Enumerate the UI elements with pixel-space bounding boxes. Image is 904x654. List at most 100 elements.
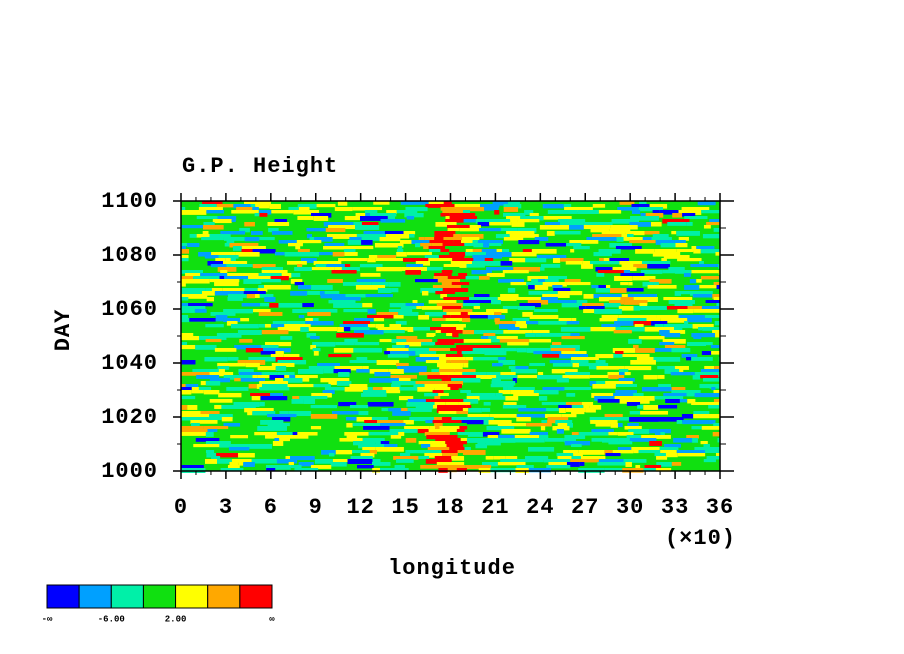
field-patch [563,204,572,208]
field-patch [284,375,290,379]
field-patch [656,462,672,467]
field-patch [624,372,631,376]
field-patch [629,240,656,244]
x-tick-label: 6 [264,495,278,520]
field-patch [479,396,506,400]
field-patch [653,282,659,286]
field-patch [429,240,454,244]
field-patch [204,459,218,464]
field-patch [618,369,629,374]
field-patch [276,432,293,436]
field-patch [440,249,450,254]
field-patch [578,306,586,310]
field-patch [489,222,512,226]
field-patch [515,324,527,329]
field-patch [300,327,309,332]
field-patch [181,417,209,421]
field-patch [313,384,331,388]
field-patch [349,237,362,242]
field-patch [418,372,440,376]
field-patch [676,249,694,253]
field-patch [222,261,231,265]
field-patch [302,378,310,382]
field-patch [663,255,690,259]
field-patch [637,405,644,409]
field-patch [450,360,469,364]
field-patch [572,363,579,368]
field-patch [571,318,577,323]
field-patch [448,393,467,397]
field-patch [346,423,353,428]
field-patch [583,294,594,299]
field-patch [577,210,599,215]
field-patch [216,453,238,458]
field-patch [477,240,503,245]
field-patch [449,432,458,436]
field-patch [463,399,479,404]
field-patch [496,375,518,380]
field-patch [445,318,463,322]
field-patch [217,267,237,272]
field-patch [284,324,311,329]
field-patch [270,354,284,358]
field-patch [540,264,561,268]
field-patch [353,441,376,446]
field-patch [383,330,405,334]
field-patch [346,435,358,440]
field-patch [701,306,720,310]
field-patch [332,252,345,257]
field-patch [192,369,219,374]
field-patch [472,261,501,266]
field-patch [363,426,390,430]
field-patch [384,231,404,235]
field-patch [239,228,250,233]
field-patch [181,411,201,415]
field-patch [202,201,223,206]
field-patch [441,450,458,454]
field-patch [217,216,237,221]
x-multiplier: (×10) [665,526,736,551]
field-patch [321,450,336,455]
field-patch [434,336,452,341]
field-patch [498,435,515,439]
field-patch [238,462,244,466]
field-patch [380,468,409,472]
field-patch [506,216,521,220]
field-patch [435,222,457,227]
field-patch [240,318,250,322]
field-patch [481,249,497,254]
field-patch [703,225,711,229]
field-patch [516,417,531,422]
field-patch [633,306,641,311]
field-patch [199,204,217,208]
field-patch [328,300,356,304]
field-patch [284,252,315,257]
field-patch [339,324,368,328]
field-patch [453,435,458,440]
field-patch [446,312,461,317]
field-patch [206,297,215,302]
colorbar-label: -∞ [42,614,53,624]
field-patch [396,342,422,347]
field-patch [653,357,681,362]
field-patch [417,387,435,392]
field-patch [446,225,470,230]
field-patch [696,279,702,283]
field-patch [661,333,681,338]
field-patch [297,369,324,374]
field-patch [537,372,544,377]
field-patch [708,405,720,409]
field-patch [451,282,470,286]
field-patch [673,438,693,443]
field-patch [367,387,373,392]
field-patch [654,396,684,400]
field-patch [525,333,536,338]
field-patch [211,456,221,460]
field-patch [181,303,189,308]
field-patch [310,213,332,218]
field-patch [601,231,626,235]
field-patch [484,219,511,224]
field-patch [217,459,232,464]
field-patch [671,348,691,353]
field-patch [633,393,644,398]
